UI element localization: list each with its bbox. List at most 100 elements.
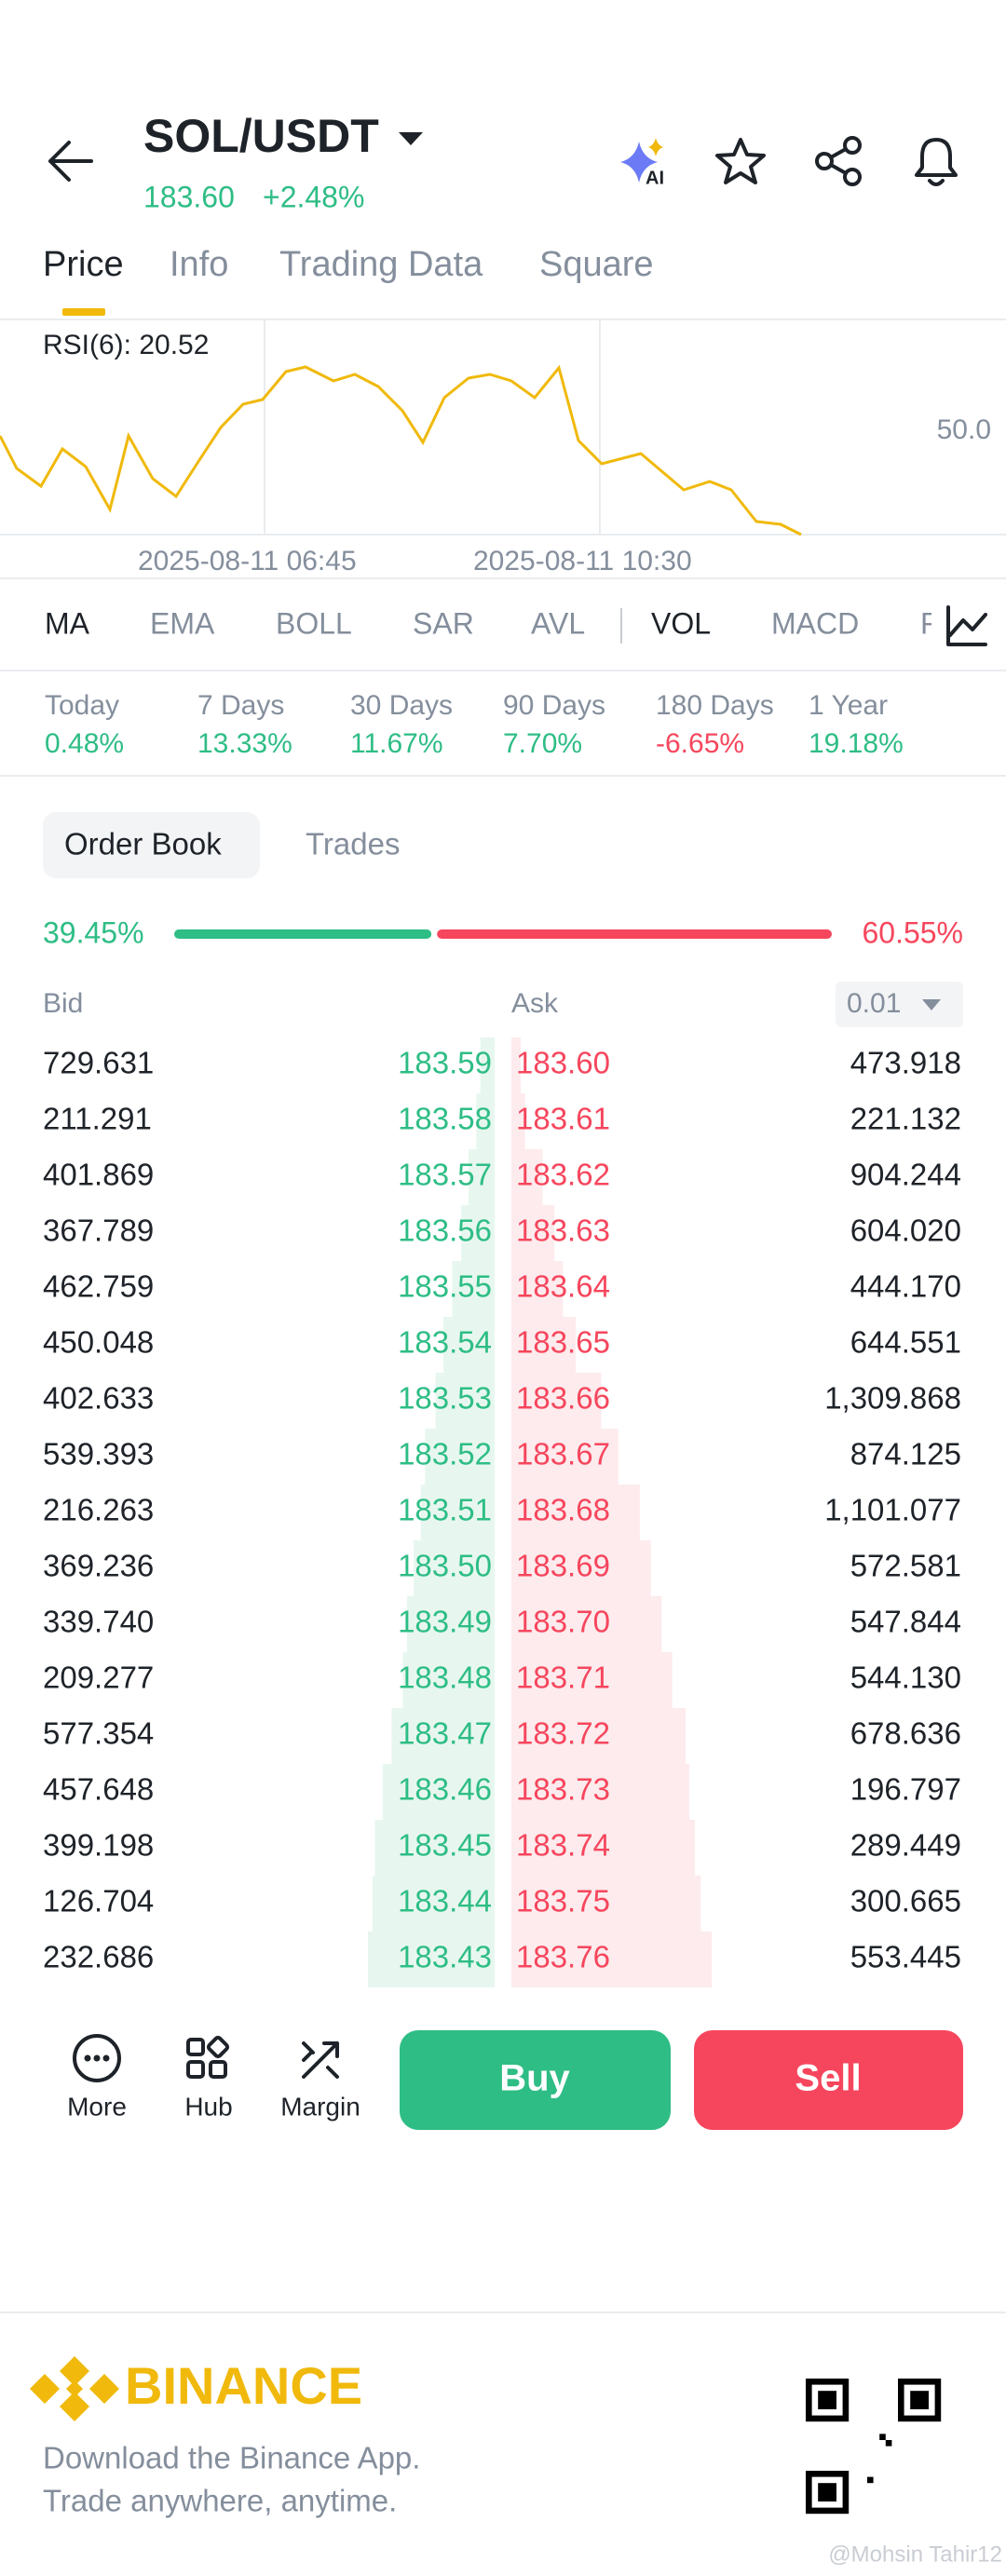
ask-price[interactable]: 183.68	[516, 1493, 610, 1527]
ask-quantity: 196.797	[850, 1772, 961, 1807]
bid-quantity: 369.236	[43, 1549, 154, 1583]
bid-price[interactable]: 183.43	[398, 1940, 492, 1974]
ask-depth	[511, 1820, 696, 1876]
period-label: 30 Days	[350, 690, 453, 721]
buy-button[interactable]: Buy	[400, 2030, 671, 2130]
bid-price[interactable]: 183.59	[398, 1046, 492, 1080]
bid-depth	[425, 1429, 495, 1485]
share-button[interactable]	[815, 136, 862, 186]
order-book-tab[interactable]: Order Book	[64, 827, 222, 861]
ask-price[interactable]: 183.65	[516, 1325, 610, 1360]
bid-depth	[452, 1261, 495, 1317]
bid-quantity: 577.354	[43, 1716, 154, 1751]
bid-depth	[476, 1093, 495, 1149]
more-button[interactable]: More	[67, 2034, 127, 2121]
bid-price[interactable]: 183.52	[398, 1437, 492, 1471]
ask-price[interactable]: 183.70	[516, 1605, 610, 1639]
period-label: 180 Days	[656, 690, 774, 721]
bid-quantity: 209.277	[43, 1661, 154, 1695]
precision-dropdown[interactable]: 0.01	[836, 982, 963, 1027]
bid-price[interactable]: 183.49	[398, 1605, 492, 1639]
chart-settings-button[interactable]	[946, 605, 987, 646]
favorite-button[interactable]	[715, 138, 766, 184]
ask-depth	[511, 1037, 521, 1093]
alert-button[interactable]	[915, 138, 958, 186]
bid-depth	[374, 1820, 495, 1876]
sell-button[interactable]: Sell	[694, 2030, 963, 2130]
bid-quantity: 211.291	[43, 1102, 152, 1136]
tab[interactable]: Square	[539, 245, 654, 284]
ask-price[interactable]: 183.75	[516, 1884, 610, 1918]
indicator-tab[interactable]: AVL	[531, 606, 585, 640]
margin-button[interactable]: Margin	[280, 2041, 360, 2121]
bid-price[interactable]: 183.55	[398, 1269, 492, 1304]
bid-depth	[420, 1485, 495, 1540]
period-change: 13.33%	[197, 728, 292, 759]
binance-logo	[30, 2356, 119, 2421]
bid-price[interactable]: 183.51	[398, 1493, 492, 1527]
last-price: 183.60	[143, 180, 235, 213]
bid-price[interactable]: 183.50	[398, 1549, 492, 1583]
ask-quantity: 644.551	[850, 1325, 961, 1360]
ask-price[interactable]: 183.67	[516, 1437, 610, 1471]
ask-price[interactable]: 183.61	[516, 1102, 610, 1136]
ask-depth	[511, 1708, 686, 1764]
bid-price[interactable]: 183.45	[398, 1828, 492, 1863]
sell-label: Sell	[795, 2058, 861, 2099]
ask-price[interactable]: 183.66	[516, 1381, 610, 1416]
indicator-tab[interactable]: MA	[45, 606, 90, 640]
bid-price[interactable]: 183.47	[398, 1716, 492, 1751]
ask-quantity: 604.020	[850, 1213, 961, 1248]
bid-price[interactable]: 183.56	[398, 1213, 492, 1248]
bid-price[interactable]: 183.44	[398, 1884, 492, 1918]
hub-button[interactable]: Hub	[184, 2035, 233, 2122]
bid-price[interactable]: 183.48	[398, 1661, 492, 1695]
ask-price[interactable]: 183.73	[516, 1772, 610, 1807]
level-label: 50.0	[937, 414, 991, 445]
period-label: 90 Days	[503, 690, 605, 721]
bid-quantity: 402.633	[43, 1381, 154, 1416]
indicator-tab[interactable]: VOL	[651, 606, 711, 640]
ask-price[interactable]: 183.71	[516, 1661, 610, 1695]
bid-price[interactable]: 183.57	[398, 1158, 492, 1192]
qr-finder	[818, 2391, 836, 2409]
ai-button[interactable]: AI	[620, 138, 664, 188]
footer-line: Trade anywhere, anytime.	[43, 2484, 397, 2518]
ask-quantity: 289.449	[850, 1828, 961, 1863]
tab[interactable]: Trading Data	[279, 245, 483, 284]
ask-depth	[511, 1429, 619, 1485]
ask-quantity: 1,101.077	[824, 1493, 961, 1527]
indicator-tab[interactable]: BOLL	[276, 606, 352, 640]
toolbar-label: Margin	[280, 2092, 360, 2121]
ask-price[interactable]: 183.64	[516, 1269, 610, 1304]
bid-depth	[382, 1764, 495, 1820]
ask-price[interactable]: 183.62	[516, 1158, 610, 1192]
trades-tab[interactable]: Trades	[306, 827, 400, 861]
tab[interactable]: Price	[43, 245, 124, 284]
bid-price[interactable]: 183.46	[398, 1772, 492, 1807]
indicator-tab[interactable]: MACD	[771, 606, 859, 640]
pair-dropdown[interactable]	[399, 132, 423, 145]
bid-quantity: 339.740	[43, 1605, 154, 1639]
ask-depth	[511, 1485, 640, 1540]
ask-price[interactable]: 183.63	[516, 1213, 610, 1248]
bid-header: Bid	[43, 988, 83, 1019]
indicator-tab[interactable]: EMA	[150, 606, 215, 640]
ask-price[interactable]: 183.60	[516, 1046, 610, 1080]
ask-price[interactable]: 183.72	[516, 1716, 610, 1751]
back-button[interactable]	[48, 141, 93, 182]
bid-price[interactable]: 183.53	[398, 1381, 492, 1416]
ai-icon-label: AI	[646, 168, 664, 188]
ask-price[interactable]: 183.76	[516, 1940, 610, 1974]
ask-depth	[511, 1932, 712, 1987]
ask-price[interactable]: 183.74	[516, 1828, 610, 1863]
ask-price[interactable]: 183.69	[516, 1549, 610, 1583]
ask-quantity: 553.445	[850, 1940, 961, 1974]
tab[interactable]: Info	[170, 245, 228, 284]
bid-price[interactable]: 183.58	[398, 1102, 492, 1136]
qr-module	[885, 2440, 892, 2447]
bid-ratio-bar	[174, 929, 432, 939]
pair-title[interactable]: SOL/USDT	[143, 110, 379, 162]
bid-price[interactable]: 183.54	[398, 1325, 492, 1360]
indicator-tab[interactable]: SAR	[413, 606, 474, 640]
